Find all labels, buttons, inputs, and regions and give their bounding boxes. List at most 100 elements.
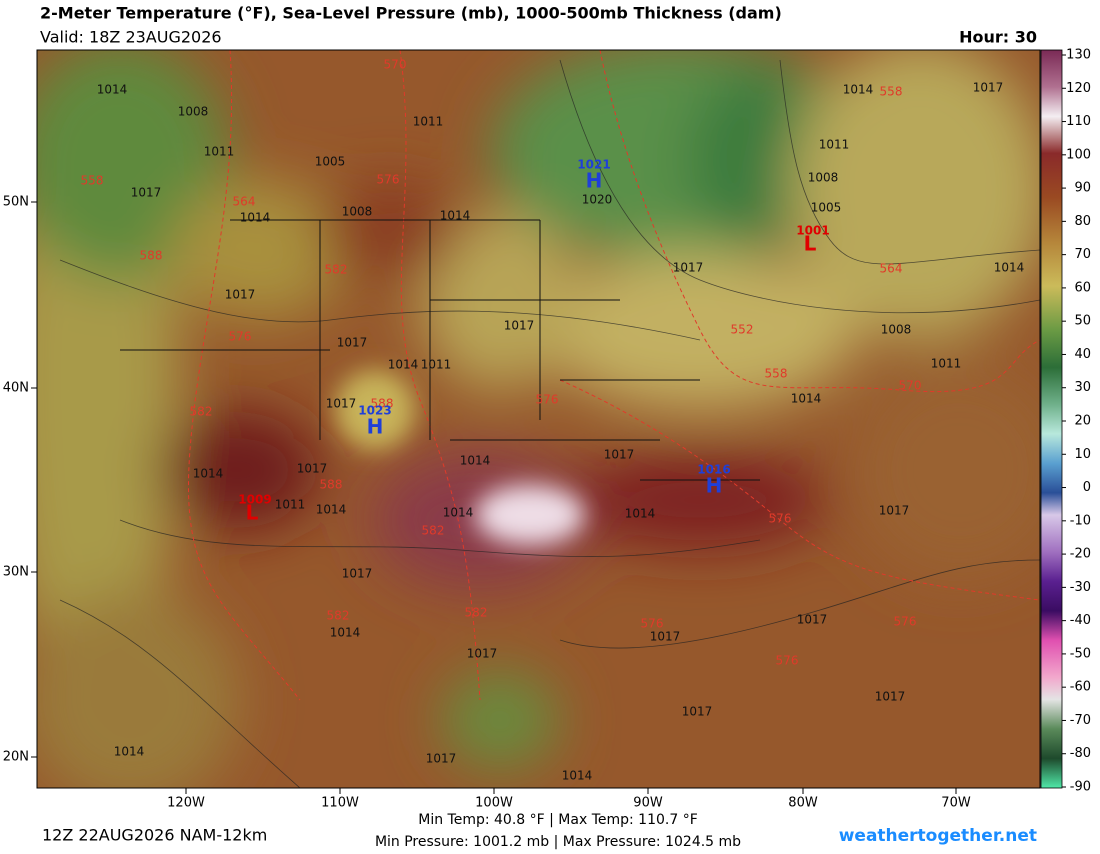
isobar-label: 1014 xyxy=(625,507,656,521)
colorbar-label: 120 xyxy=(1066,81,1091,96)
isobar-label: 1017 xyxy=(342,567,373,581)
isobar-label: 1005 xyxy=(315,155,346,169)
low-pressure-symbol: L xyxy=(246,501,259,525)
high-pressure-symbol: H xyxy=(586,169,603,193)
isobar-label: 1011 xyxy=(275,498,306,512)
isobar-label: 1017 xyxy=(604,448,635,462)
isobar-label: 1017 xyxy=(875,690,906,704)
map-field xyxy=(37,50,1040,788)
isobar-label: 1017 xyxy=(225,288,256,302)
isobar-label: 1008 xyxy=(178,105,209,119)
thickness-label: 576 xyxy=(894,615,917,629)
low-pressure-symbol: L xyxy=(804,232,817,256)
colorbar-label: 30 xyxy=(1074,380,1091,395)
isobar-label: 1014 xyxy=(330,626,361,640)
low-pressure-value: 1009 xyxy=(238,493,271,507)
isobar-label: 1008 xyxy=(881,323,912,337)
thickness-label: 582 xyxy=(327,609,350,623)
valid-time: Valid: 18Z 23AUG2026 xyxy=(40,28,222,47)
colorbar-label: -50 xyxy=(1070,646,1091,661)
high-pressure-value: 1021 xyxy=(577,158,610,172)
colorbar-label: -60 xyxy=(1070,680,1091,695)
high-pressure-symbol: H xyxy=(706,474,723,498)
isobar-label: 1017 xyxy=(337,336,368,350)
thickness-label: 576 xyxy=(377,173,400,187)
thickness-label: 570 xyxy=(384,58,407,72)
map-frame xyxy=(36,49,1041,789)
isobar-label: 1011 xyxy=(819,138,850,152)
isobar-label: 1014 xyxy=(562,769,593,783)
isobar-label: 1014 xyxy=(388,358,419,372)
thickness-label: 588 xyxy=(140,249,163,263)
map-title: 2-Meter Temperature (°F), Sea-Level Pres… xyxy=(40,4,782,23)
isobar-label: 1017 xyxy=(879,504,910,518)
thickness-label: 582 xyxy=(422,524,445,538)
colorbar-label: -90 xyxy=(1070,780,1091,795)
lon-label: 100W xyxy=(475,796,513,811)
colorbar-label: -40 xyxy=(1070,613,1091,628)
colorbar-label: -20 xyxy=(1070,547,1091,562)
lat-label: 20N xyxy=(3,750,29,765)
colorbar-label: 20 xyxy=(1074,414,1091,429)
high-pressure-symbol: H xyxy=(367,415,384,439)
isobar-label: 1020 xyxy=(582,193,613,207)
colorbar-label: 100 xyxy=(1066,147,1091,162)
colorbar xyxy=(1040,49,1063,789)
forecast-hour: Hour: 30 xyxy=(959,28,1037,47)
thickness-label: 582 xyxy=(465,606,488,620)
lon-label: 120W xyxy=(167,796,205,811)
lon-label: 110W xyxy=(321,796,359,811)
lat-label: 30N xyxy=(3,565,29,580)
thickness-label: 588 xyxy=(320,478,343,492)
lon-label: 80W xyxy=(788,796,818,811)
thickness-label: 576 xyxy=(769,512,792,526)
colorbar-label: 110 xyxy=(1066,114,1091,129)
lat-label: 50N xyxy=(3,195,29,210)
isobar-label: 1014 xyxy=(97,83,128,97)
isobar-label: 1017 xyxy=(682,705,713,719)
thickness-label: 552 xyxy=(731,323,754,337)
thickness-label: 570 xyxy=(899,379,922,393)
colorbar-label: -30 xyxy=(1070,580,1091,595)
isobar-label: 1014 xyxy=(443,506,474,520)
colorbar-label: -80 xyxy=(1070,746,1091,761)
isobar-label: 1017 xyxy=(426,752,457,766)
isobar-label: 1017 xyxy=(326,397,357,411)
high-pressure-value: 1016 xyxy=(697,463,730,477)
isobar-label: 1017 xyxy=(797,613,828,627)
thickness-label: 558 xyxy=(880,85,903,99)
thickness-label: 576 xyxy=(641,617,664,631)
thickness-label: 576 xyxy=(776,654,799,668)
high-pressure-value: 1023 xyxy=(358,404,391,418)
model-run: 12Z 22AUG2026 NAM-12km xyxy=(42,826,267,845)
isobar-label: 1017 xyxy=(650,630,681,644)
thickness-label: 582 xyxy=(325,263,348,277)
isobar-label: 1014 xyxy=(240,211,271,225)
colorbar-label: 70 xyxy=(1074,247,1091,262)
isobar-label: 1011 xyxy=(204,145,235,159)
thickness-label: 564 xyxy=(233,195,256,209)
pressure-extremes: Min Pressure: 1001.2 mb | Max Pressure: … xyxy=(375,834,741,850)
isobar-label: 1008 xyxy=(808,171,839,185)
isobar-label: 1014 xyxy=(114,745,145,759)
site-credit[interactable]: weathertogether.net xyxy=(839,826,1037,846)
lon-label: 90W xyxy=(633,796,663,811)
isobar-label: 1011 xyxy=(413,115,444,129)
colorbar-label: 40 xyxy=(1074,347,1091,362)
low-pressure-value: 1001 xyxy=(796,224,829,238)
colorbar-label: 80 xyxy=(1074,214,1091,229)
colorbar-label: 50 xyxy=(1074,314,1091,329)
thickness-label: 576 xyxy=(229,330,252,344)
isobar-label: 1017 xyxy=(131,186,162,200)
thickness-label: 558 xyxy=(765,367,788,381)
isobar-label: 1011 xyxy=(931,357,962,371)
colorbar-label: 90 xyxy=(1074,181,1091,196)
isobar-label: 1005 xyxy=(811,201,842,215)
lat-label: 40N xyxy=(3,381,29,396)
thickness-label: 564 xyxy=(880,262,903,276)
isobar-label: 1008 xyxy=(342,205,373,219)
colorbar-label: -10 xyxy=(1070,513,1091,528)
isobar-label: 1017 xyxy=(673,261,704,275)
